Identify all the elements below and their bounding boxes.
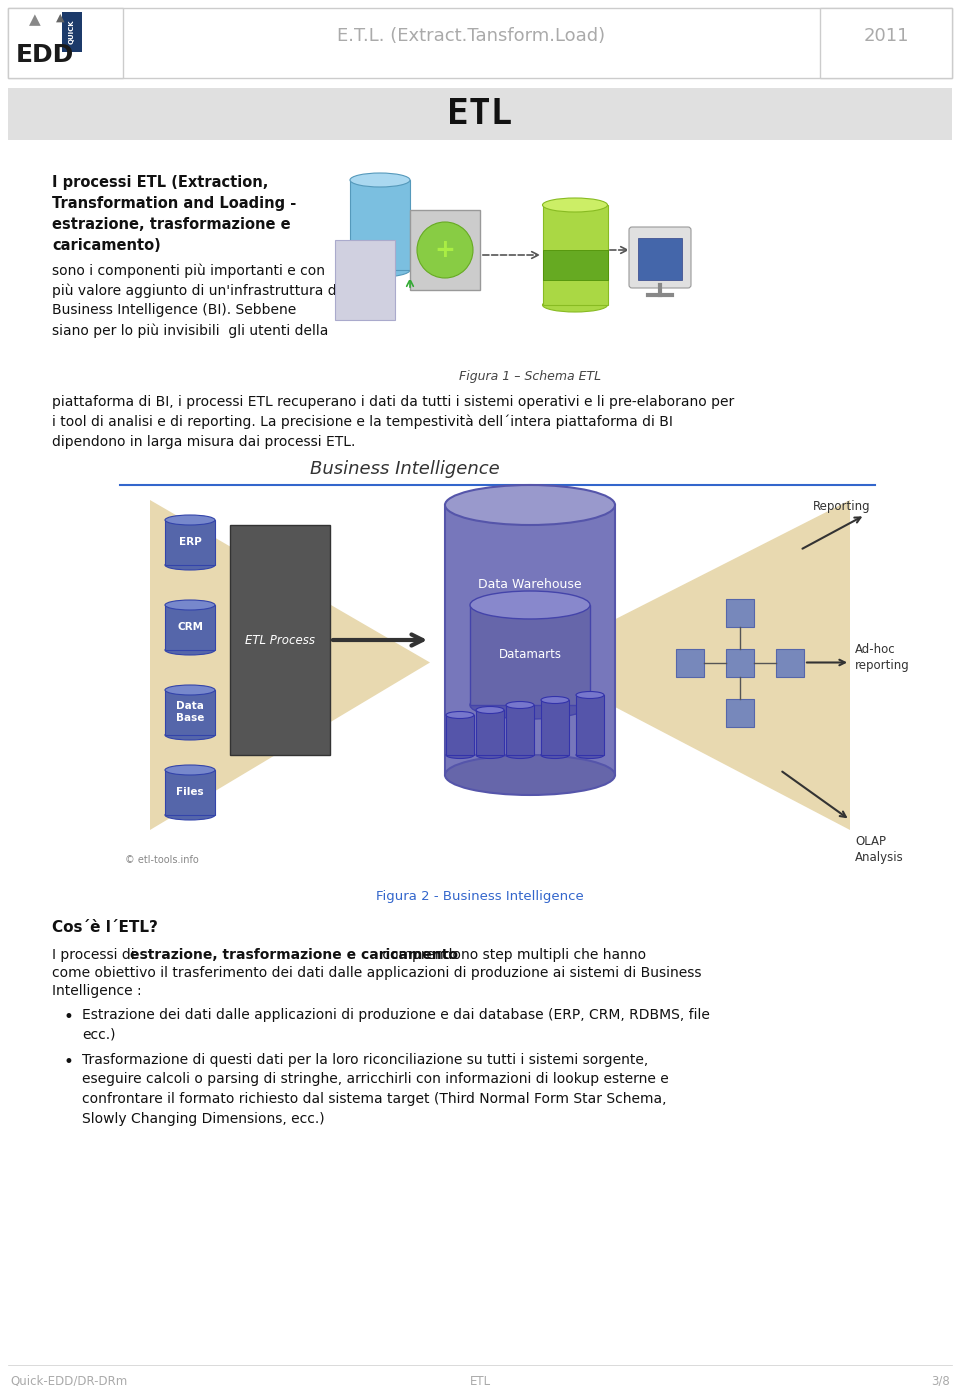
Text: Reporting: Reporting [812, 500, 870, 513]
Polygon shape [150, 500, 430, 830]
Bar [445, 505, 615, 775]
Polygon shape [530, 500, 850, 830]
Bar [165, 771, 215, 815]
Bar [8, 87, 952, 140]
Ellipse shape [350, 173, 410, 187]
Ellipse shape [470, 692, 590, 719]
Bar [62, 12, 82, 53]
Ellipse shape [165, 765, 215, 775]
Bar [541, 700, 569, 755]
Text: I processi ETL (Extraction,
Transformation and Loading -
estrazione, trasformazi: I processi ETL (Extraction, Transformati… [52, 175, 297, 254]
Bar [506, 705, 534, 755]
Bar [542, 205, 608, 305]
Bar [638, 238, 682, 280]
Text: •: • [64, 1008, 74, 1026]
Text: Files: Files [177, 787, 204, 797]
Bar [230, 525, 330, 755]
Ellipse shape [446, 751, 474, 758]
Bar [8, 8, 123, 78]
Ellipse shape [576, 751, 604, 758]
Bar [820, 8, 952, 78]
Text: E.T.L. (Extract.Tansform.Load): E.T.L. (Extract.Tansform.Load) [337, 26, 606, 44]
Text: estrazione, trasformazione e caricamento: estrazione, trasformazione e caricamento [130, 948, 458, 962]
Ellipse shape [541, 751, 569, 758]
Ellipse shape [542, 298, 608, 312]
Bar [8, 8, 952, 78]
Text: ETL: ETL [469, 1375, 491, 1386]
Bar [726, 599, 754, 626]
Text: Quick-EDD/DR-DRm: Quick-EDD/DR-DRm [10, 1375, 128, 1386]
Ellipse shape [506, 751, 534, 758]
Text: 2011: 2011 [863, 26, 909, 44]
Bar [776, 649, 804, 676]
Text: ▲: ▲ [56, 12, 64, 24]
Text: ERP: ERP [179, 536, 202, 547]
Bar [165, 606, 215, 650]
Ellipse shape [165, 730, 215, 740]
Text: Intelligence :: Intelligence : [52, 984, 142, 998]
Text: OLAP
Analysis: OLAP Analysis [855, 834, 903, 863]
Bar [726, 649, 754, 676]
Text: piattaforma di BI, i processi ETL recuperano i dati da tutti i sistemi operativi: piattaforma di BI, i processi ETL recupe… [52, 395, 734, 449]
Ellipse shape [350, 263, 410, 277]
Ellipse shape [470, 590, 590, 620]
Text: Estrazione dei dati dalle applicazioni di produzione e dai database (ERP, CRM, R: Estrazione dei dati dalle applicazioni d… [82, 1008, 709, 1041]
Bar [576, 694, 604, 755]
Ellipse shape [165, 809, 215, 821]
Text: QUICK: QUICK [69, 19, 75, 44]
Text: Datamarts: Datamarts [498, 649, 562, 661]
Text: Ad-hoc
reporting: Ad-hoc reporting [855, 643, 910, 672]
Ellipse shape [165, 644, 215, 656]
Ellipse shape [506, 701, 534, 708]
Text: Trasformazione di questi dati per la loro riconciliazione su tutti i sistemi sor: Trasformazione di questi dati per la lor… [82, 1053, 669, 1125]
Text: Figura 2 - Business Intelligence: Figura 2 - Business Intelligence [376, 890, 584, 904]
Bar [726, 699, 754, 726]
Text: •: • [64, 1053, 74, 1071]
Ellipse shape [165, 600, 215, 610]
Bar [470, 606, 590, 705]
Text: ETL: ETL [447, 97, 513, 132]
Bar [165, 520, 215, 565]
Bar [410, 211, 480, 290]
FancyBboxPatch shape [629, 227, 691, 288]
Text: ETL Process: ETL Process [245, 633, 315, 646]
Ellipse shape [445, 755, 615, 796]
Ellipse shape [165, 516, 215, 525]
Ellipse shape [476, 707, 504, 714]
Text: CRM: CRM [177, 622, 203, 632]
Circle shape [417, 222, 473, 279]
Bar [476, 710, 504, 755]
Ellipse shape [165, 685, 215, 694]
Ellipse shape [445, 485, 615, 525]
Text: Data Warehouse: Data Warehouse [478, 578, 582, 592]
Text: 3/8: 3/8 [931, 1375, 950, 1386]
Text: ▲: ▲ [29, 12, 41, 28]
Bar [676, 649, 704, 676]
Bar [335, 240, 395, 320]
Bar [165, 690, 215, 735]
Text: Business Intelligence: Business Intelligence [310, 460, 500, 478]
Text: come obiettivo il trasferimento dei dati dalle applicazioni di produzione ai sis: come obiettivo il trasferimento dei dati… [52, 966, 702, 980]
Bar [350, 180, 410, 270]
Text: Figura 1 – Schema ETL: Figura 1 – Schema ETL [459, 370, 601, 383]
Bar [446, 715, 474, 755]
Text: © etl-tools.info: © etl-tools.info [125, 855, 199, 865]
Text: comprendono step multipli che hanno: comprendono step multipli che hanno [378, 948, 646, 962]
Text: I processi di: I processi di [52, 948, 139, 962]
Ellipse shape [476, 751, 504, 758]
Ellipse shape [576, 692, 604, 699]
Text: +: + [435, 238, 455, 262]
Ellipse shape [165, 560, 215, 570]
Text: sono i componenti più importanti e con
più valore aggiunto di un'infrastruttura : sono i componenti più importanti e con p… [52, 263, 341, 338]
Text: EDD: EDD [16, 43, 74, 67]
Ellipse shape [541, 697, 569, 704]
Text: Data
Base: Data Base [176, 701, 204, 723]
Ellipse shape [446, 711, 474, 718]
Bar [543, 249, 608, 280]
Text: Cos´è l´ETL?: Cos´è l´ETL? [52, 920, 157, 936]
Ellipse shape [542, 198, 608, 212]
